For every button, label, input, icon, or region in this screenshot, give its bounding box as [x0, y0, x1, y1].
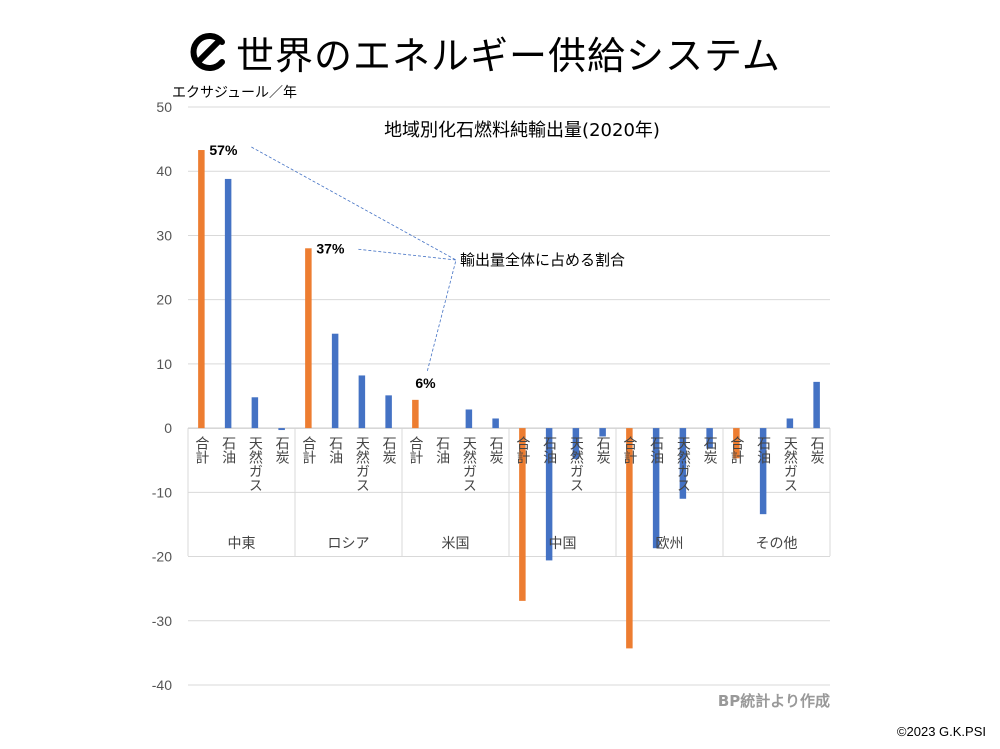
bar: [385, 395, 392, 429]
bar: [599, 428, 606, 437]
category-label: 石炭: [488, 436, 504, 464]
category-label: 合計: [728, 436, 744, 464]
bar: [733, 428, 740, 459]
category-label: 石炭: [809, 436, 825, 464]
share-label: 57%: [209, 142, 238, 158]
category-label: 石炭: [274, 436, 290, 464]
category-label: 合計: [407, 436, 423, 464]
y-tick-label: 10: [156, 356, 172, 372]
source-note: BP統計より作成: [718, 692, 830, 710]
bar: [706, 428, 713, 449]
y-tick-label: -10: [152, 484, 172, 500]
y-tick-label: 20: [156, 292, 172, 308]
bar: [759, 428, 767, 515]
copyright-text: ©2023 G.K.PSI: [896, 724, 986, 739]
category-label: 石油: [434, 436, 450, 464]
bar: [412, 399, 419, 429]
category-label: 石炭: [381, 436, 397, 464]
bar: [251, 397, 259, 429]
category-label: 天然ガス: [247, 436, 263, 492]
category-label: 天然ガス: [354, 436, 370, 492]
group-label: その他: [756, 536, 798, 552]
category-label: 合計: [193, 436, 209, 464]
bar: [813, 381, 820, 429]
annotation-leader-line: [251, 146, 457, 261]
category-label: 石油: [755, 436, 771, 464]
y-tick-label: 50: [156, 99, 172, 115]
share-label: 37%: [316, 240, 345, 256]
group-label: 欧州: [656, 536, 684, 552]
category-label: 天然ガス: [782, 436, 798, 492]
bar: [465, 409, 473, 429]
category-label: 天然ガス: [568, 436, 584, 492]
bar: [224, 178, 232, 429]
group-label: ロシア: [328, 536, 370, 552]
y-tick-label: 30: [156, 227, 172, 243]
annotation-label: 輸出量全体に占める割合: [460, 251, 625, 269]
annotation-leader-line: [358, 248, 457, 261]
y-tick-label: -40: [152, 677, 172, 693]
category-label: 合計: [300, 436, 316, 464]
bar: [626, 428, 633, 649]
bar: [519, 428, 526, 601]
category-label: 石油: [327, 436, 343, 464]
y-tick-label: 40: [156, 163, 172, 179]
bar: [545, 428, 553, 561]
group-label: 中東: [228, 536, 256, 552]
y-tick-label: -30: [152, 613, 172, 629]
gkpsi-logo-icon: [190, 33, 225, 71]
category-label: 石油: [648, 436, 664, 464]
bar: [358, 375, 366, 429]
category-label: 天然ガス: [675, 436, 691, 492]
share-label: 6%: [415, 375, 436, 391]
bar: [278, 428, 285, 431]
category-label: 石油: [541, 436, 557, 464]
y-axis-unit-label: エクサジュール／年: [172, 85, 297, 101]
category-label: 石炭: [595, 436, 611, 464]
bar: [492, 418, 499, 429]
category-label: 石油: [220, 436, 236, 464]
category-label: 石炭: [702, 436, 718, 464]
bar: [198, 150, 205, 429]
bar: [679, 428, 687, 499]
y-tick-label: -20: [152, 549, 172, 565]
bar: [331, 333, 339, 429]
group-label: 中国: [549, 536, 577, 552]
bar: [652, 428, 660, 549]
category-label: 合計: [514, 436, 530, 464]
chart-title: 地域別化石燃料純輸出量(2020年): [384, 120, 660, 141]
y-tick-label: 0: [164, 420, 172, 436]
annotation-leader-line: [426, 259, 457, 371]
bar: [305, 248, 312, 429]
category-label: 合計: [621, 436, 637, 464]
bar: [786, 418, 794, 429]
bar: [572, 428, 580, 459]
slide-title: 世界のエネルギー供給システム: [186, 22, 781, 82]
category-label: 天然ガス: [461, 436, 477, 492]
group-label: 米国: [442, 536, 470, 552]
page-title: 世界のエネルギー供給システム: [236, 33, 781, 78]
